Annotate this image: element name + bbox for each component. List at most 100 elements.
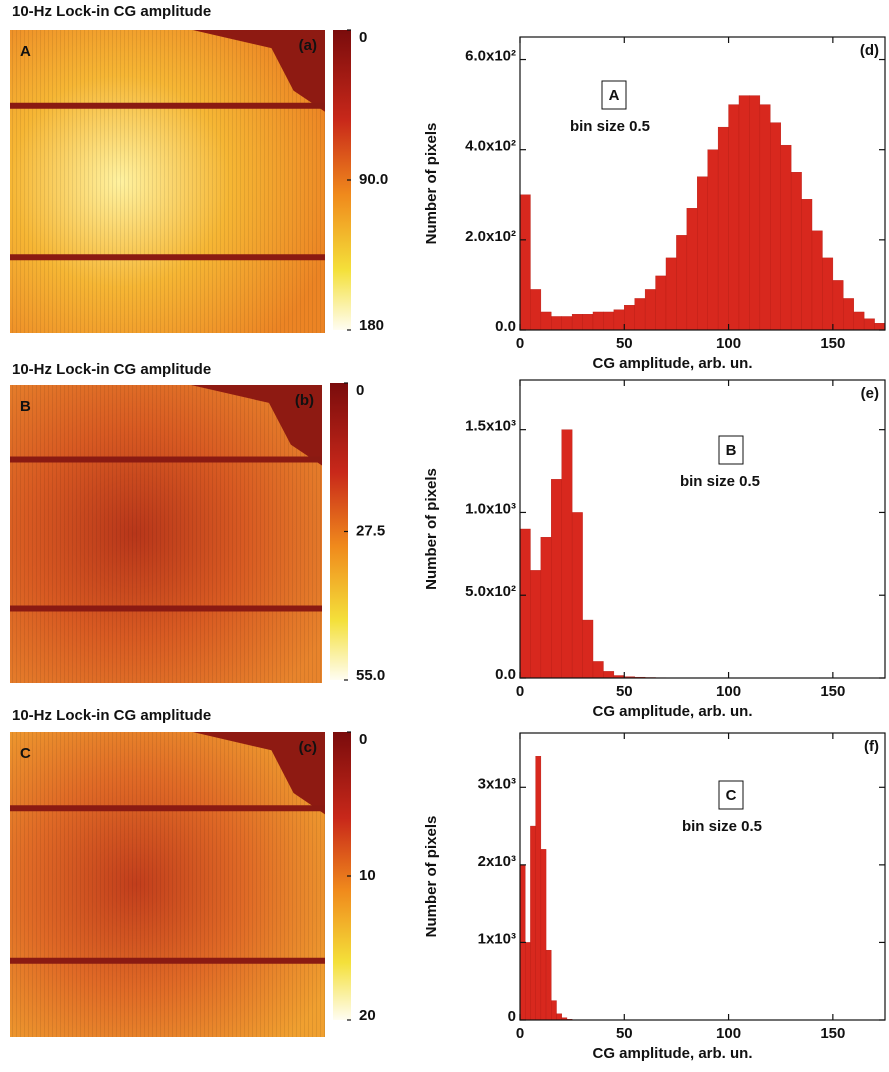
histogram-bar bbox=[592, 311, 604, 331]
panel-label: (f) bbox=[864, 738, 879, 755]
histogram-bar bbox=[530, 289, 542, 331]
colorbar-tick-label: 55.0 bbox=[356, 667, 385, 684]
histogram-bar bbox=[540, 311, 552, 331]
histogram-bar bbox=[592, 661, 604, 679]
histogram-bar bbox=[530, 825, 536, 1021]
histogram-bar bbox=[561, 316, 573, 331]
histogram-bar bbox=[707, 149, 719, 331]
histogram-bar bbox=[811, 230, 823, 331]
histogram-bar bbox=[697, 176, 708, 331]
colorbar-tick-label: 20 bbox=[359, 1007, 376, 1024]
x-tick-label: 100 bbox=[716, 335, 741, 352]
histogram-bar bbox=[582, 314, 594, 331]
x-tick-label: 0 bbox=[516, 335, 524, 352]
y-tick-label: 1x10³ bbox=[478, 930, 516, 947]
y-tick-label: 5.0x10² bbox=[465, 583, 516, 600]
colorbar bbox=[333, 732, 351, 1020]
bus-bar bbox=[10, 102, 325, 109]
histogram-bar bbox=[738, 95, 750, 331]
cell-corner bbox=[192, 732, 325, 815]
colorbar-tick-label: 0 bbox=[359, 29, 367, 46]
y-axis-label: Number of pixels bbox=[423, 123, 440, 245]
histogram-bar bbox=[676, 235, 688, 331]
histogram-bar bbox=[556, 1013, 562, 1021]
y-tick-label: 4.0x10² bbox=[465, 138, 516, 155]
sample-label: A bbox=[609, 87, 620, 104]
histogram-bar bbox=[717, 126, 729, 331]
sample-box bbox=[718, 780, 744, 810]
x-axis-label: CG amplitude, arb. un. bbox=[592, 1045, 752, 1062]
bus-bar bbox=[10, 957, 325, 964]
plot-frame bbox=[519, 379, 886, 679]
histogram-bar bbox=[545, 949, 552, 1021]
colorbar-tick-label: 0 bbox=[356, 382, 364, 399]
colorbar-tick-label: 10 bbox=[359, 867, 376, 884]
histogram-bar bbox=[551, 1000, 557, 1021]
cg-map-texture bbox=[10, 30, 325, 333]
panel-label: (e) bbox=[861, 385, 879, 402]
histogram-bar bbox=[832, 280, 844, 331]
histogram-bar bbox=[582, 619, 594, 679]
cell-corner bbox=[190, 385, 322, 466]
colorbar-tick-label: 0 bbox=[359, 731, 367, 748]
y-tick-label: 2.0x10² bbox=[465, 228, 516, 245]
x-tick-label: 150 bbox=[820, 683, 845, 700]
plot-frame bbox=[519, 36, 886, 331]
y-tick-label: 2x10³ bbox=[478, 853, 516, 870]
sample-label: A bbox=[20, 43, 31, 60]
image-title: 10-Hz Lock-in CG amplitude bbox=[12, 707, 211, 724]
histogram-bar bbox=[665, 257, 677, 331]
histogram-bar bbox=[551, 479, 562, 679]
annotation: bin size 0.5 bbox=[570, 118, 650, 135]
panel-label: (b) bbox=[295, 392, 314, 409]
plot-frame bbox=[519, 732, 886, 1021]
bus-bar bbox=[10, 254, 325, 261]
histogram-bar bbox=[540, 849, 547, 1021]
cell-corner bbox=[192, 30, 325, 112]
sample-label: B bbox=[20, 398, 31, 415]
x-tick-label: 150 bbox=[820, 1025, 845, 1042]
histogram-bar bbox=[519, 528, 531, 679]
histogram-bar bbox=[655, 275, 667, 331]
x-tick-label: 100 bbox=[716, 1025, 741, 1042]
x-tick-label: 50 bbox=[616, 335, 633, 352]
cg-map-texture bbox=[10, 385, 322, 683]
sample-label: C bbox=[726, 787, 737, 804]
histogram-bar bbox=[530, 570, 542, 679]
histogram-bar bbox=[624, 305, 635, 331]
x-axis-label: CG amplitude, arb. un. bbox=[592, 703, 752, 720]
x-tick-label: 150 bbox=[820, 335, 845, 352]
histogram-bar bbox=[790, 172, 802, 331]
y-tick-label: 0.0 bbox=[495, 318, 516, 335]
histogram-bar bbox=[843, 298, 854, 331]
y-tick-label: 0 bbox=[508, 1008, 516, 1025]
histogram-bar bbox=[634, 298, 646, 331]
histogram-bar bbox=[853, 311, 865, 331]
sample-box bbox=[601, 80, 627, 110]
colorbar bbox=[333, 30, 351, 330]
sample-label: C bbox=[20, 745, 31, 762]
histogram-bar bbox=[759, 104, 771, 331]
histogram-bar bbox=[770, 122, 781, 331]
histogram-bar bbox=[644, 289, 656, 331]
x-tick-label: 0 bbox=[516, 683, 524, 700]
image-title: 10-Hz Lock-in CG amplitude bbox=[12, 361, 211, 378]
x-tick-label: 100 bbox=[716, 683, 741, 700]
histogram-bar bbox=[571, 512, 583, 679]
histogram-bar bbox=[874, 323, 886, 331]
histogram-bar bbox=[728, 104, 740, 331]
histogram-bar bbox=[749, 95, 761, 331]
sample-label: B bbox=[726, 442, 737, 459]
histogram-bar bbox=[571, 314, 583, 331]
y-tick-label: 3x10³ bbox=[478, 775, 516, 792]
sample-box bbox=[718, 435, 744, 465]
histogram-bar bbox=[822, 257, 834, 331]
panel-label: (d) bbox=[860, 42, 879, 59]
histogram-bar bbox=[525, 942, 531, 1021]
histogram-bar bbox=[551, 316, 562, 331]
cg-map-texture bbox=[10, 732, 325, 1037]
y-tick-label: 6.0x10² bbox=[465, 48, 516, 65]
histogram-bar bbox=[613, 309, 625, 331]
y-tick-label: 0.0 bbox=[495, 666, 516, 683]
histogram-bar bbox=[801, 199, 813, 331]
